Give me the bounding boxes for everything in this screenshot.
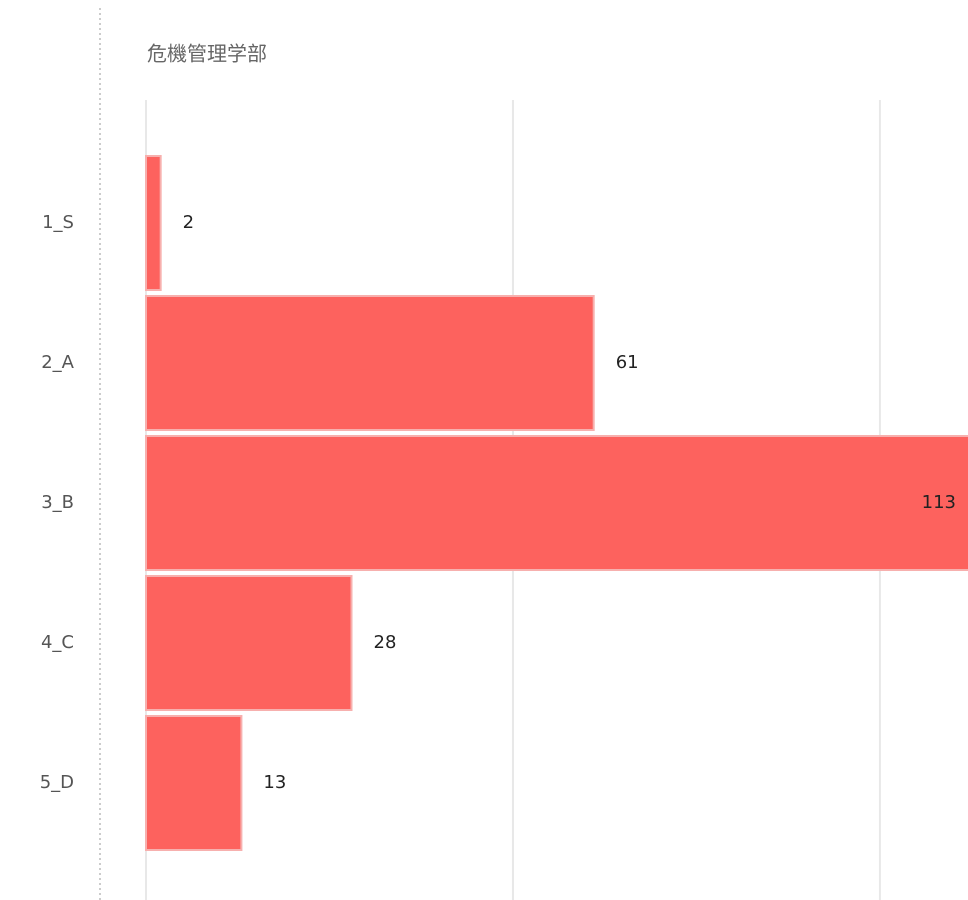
data-label: 2 bbox=[183, 212, 194, 233]
y-tick-label: 4_C bbox=[41, 632, 74, 653]
data-label: 28 bbox=[374, 632, 397, 653]
y-tick-label: 5_D bbox=[40, 772, 74, 793]
bar bbox=[145, 715, 243, 851]
bar bbox=[145, 155, 162, 291]
y-tick-label: 1_S bbox=[42, 212, 74, 233]
data-label: 113 bbox=[922, 492, 956, 513]
bar bbox=[145, 295, 595, 431]
data-label: 13 bbox=[263, 772, 286, 793]
y-tick-label: 3_B bbox=[41, 492, 74, 513]
bar bbox=[145, 575, 353, 711]
y-tick-label: 2_A bbox=[41, 352, 74, 373]
data-label: 61 bbox=[616, 352, 639, 373]
chart-title: 危機管理学部 bbox=[147, 42, 267, 66]
bar bbox=[145, 435, 968, 571]
